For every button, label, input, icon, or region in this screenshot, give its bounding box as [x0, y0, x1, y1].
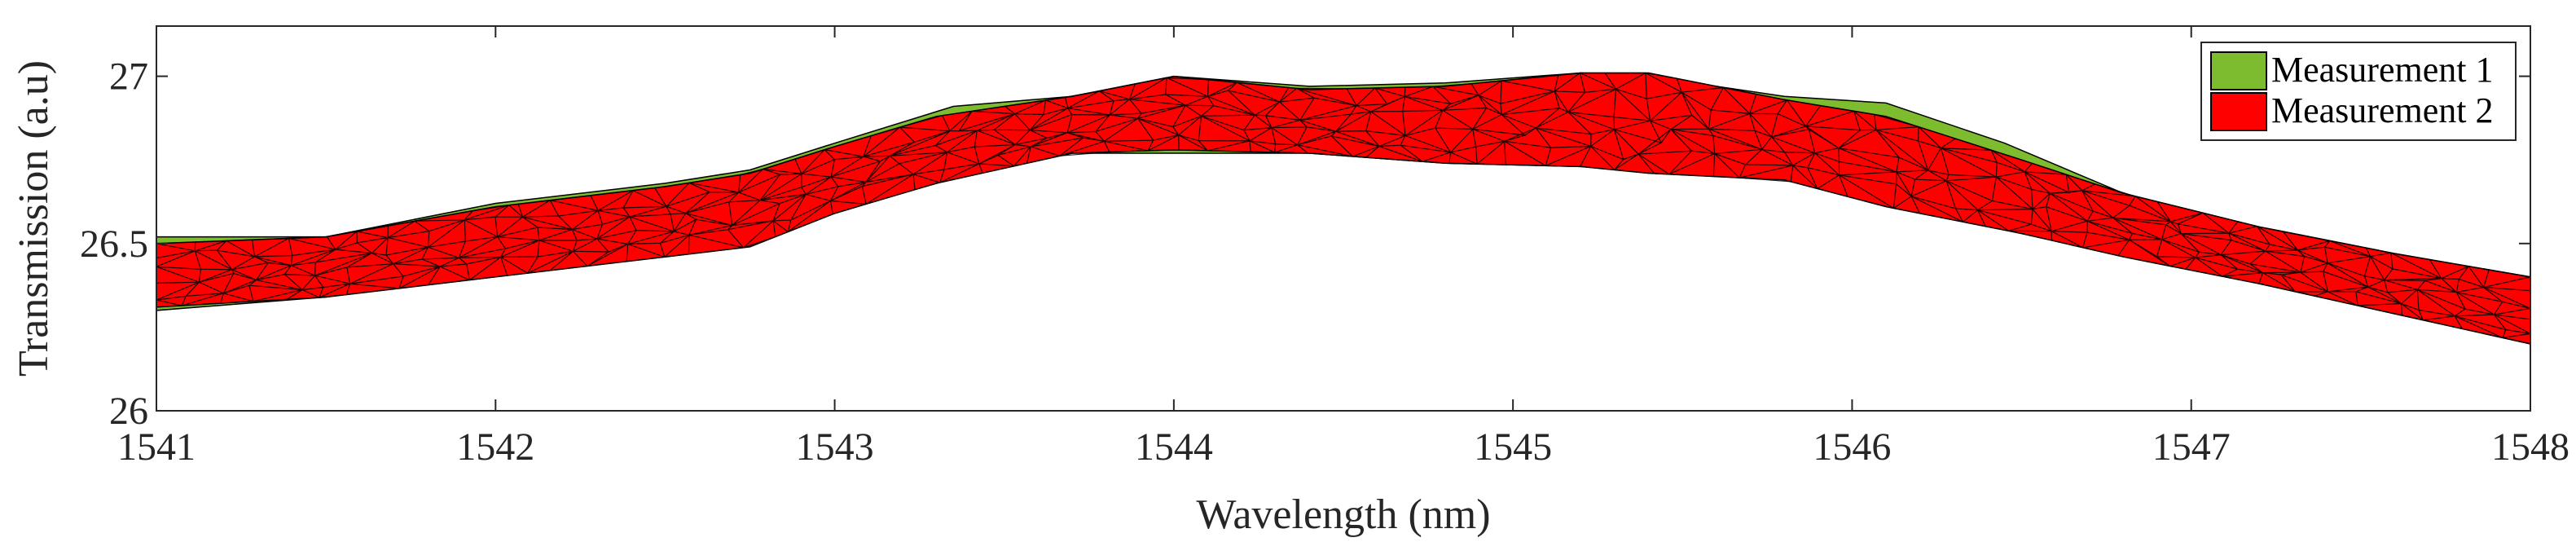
x-tick-label: 1543 [796, 425, 874, 469]
y-tick-label: 26 [109, 390, 148, 433]
x-tick-label: 1541 [117, 425, 196, 469]
legend: Measurement 1 Measurement 2 [2200, 42, 2517, 141]
legend-label-measurement-2: Measurement 2 [2271, 90, 2493, 130]
x-axis-label: Wavelength (nm) [1196, 491, 1490, 538]
legend-swatch-measurement-1 [2210, 51, 2267, 90]
x-tick-label: 1545 [1474, 425, 1552, 469]
y-tick-label: 26.5 [80, 223, 148, 266]
legend-label-measurement-1: Measurement 1 [2271, 50, 2493, 90]
x-tick-label: 1542 [456, 425, 534, 469]
y-tick-label: 27 [109, 55, 148, 99]
y-axis-label: Transmission (a.u) [11, 60, 57, 377]
x-tick-label: 1547 [2152, 425, 2231, 469]
axes-box [156, 25, 2531, 412]
x-tick-label: 1546 [1813, 425, 1891, 469]
series-2-mesh [156, 72, 2531, 345]
x-tick-label: 1544 [1135, 425, 1213, 469]
legend-swatch-measurement-2 [2210, 92, 2267, 131]
y-axis-ticks: 26 26.5 27 [80, 55, 2530, 433]
x-tick-label: 1548 [2491, 425, 2569, 469]
x-axis-ticks: 1541 1542 1543 1544 1545 1546 1547 1548 [117, 26, 2569, 469]
